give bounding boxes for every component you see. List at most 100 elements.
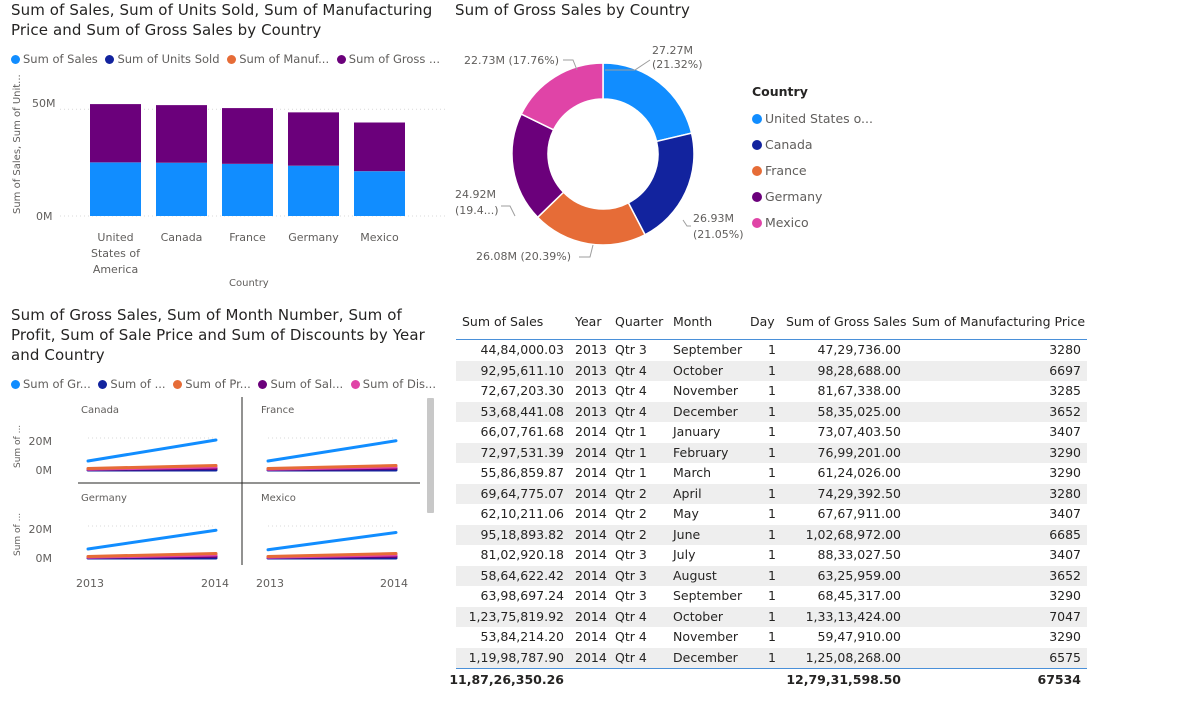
table-cell: 1,33,13,424.00 (805, 608, 901, 624)
column-header[interactable]: Month (673, 314, 713, 329)
y-tick-label: 0M (36, 552, 53, 565)
table-cell: 74,29,392.50 (817, 485, 902, 501)
table-row[interactable]: 95,18,893.82 2014 Qtr 2 June 1 1,02,68,972.00… (456, 524, 1087, 545)
series-line[interactable] (86, 464, 218, 470)
table-cell: Qtr 2 (615, 526, 647, 542)
column-header[interactable]: Sum of Gross Sales (786, 314, 907, 329)
donut-slice[interactable] (602, 62, 693, 143)
legend-item[interactable]: Sum of Manuf... (227, 52, 329, 66)
bar-segment[interactable] (90, 162, 141, 216)
table-cell: 2013 (575, 403, 607, 419)
x-tick-label: 2013 (76, 577, 104, 590)
table-cell: 3290 (1049, 588, 1081, 603)
donut-data-label: (19.4...) (455, 204, 499, 217)
table-cell: 95,18,893.82 (480, 526, 565, 542)
bar-segment[interactable] (156, 105, 207, 163)
series-line[interactable] (86, 438, 218, 463)
panel-title: Canada (81, 405, 119, 416)
table-row[interactable]: 81,02,920.18 2014 Qtr 3 July 1 88,33,027.50 34… (456, 545, 1087, 566)
y-tick-label: 20M (29, 523, 53, 536)
bar-segment[interactable] (156, 162, 207, 216)
donut-slice[interactable] (520, 62, 604, 131)
table-cell: 3407 (1049, 424, 1081, 439)
y-tick-label: 0M (36, 210, 53, 223)
table-row[interactable]: 72,67,203.30 2013 Qtr 4 November 1 81,67,338.… (456, 381, 1087, 402)
table-cell: 2013 (575, 362, 607, 378)
legend-item[interactable]: Sum of Dis... (350, 377, 436, 391)
table-cell: 6697 (1049, 362, 1081, 378)
table-cell: 63,98,697.24 (480, 588, 565, 603)
series-line[interactable] (266, 464, 398, 470)
table-row[interactable]: 55,86,859.87 2014 Qtr 1 March 1 61,24,026.00 3… (456, 463, 1087, 484)
table-cell: 2014 (575, 424, 607, 439)
legend-item[interactable]: France (752, 158, 873, 184)
table-cell: 88,33,027.50 (817, 547, 902, 562)
table-cell: November (673, 629, 739, 644)
legend-dot-icon (752, 114, 762, 124)
series-line[interactable] (266, 439, 398, 463)
legend-item[interactable]: Sum of Sal... (258, 377, 343, 391)
series-line[interactable] (266, 531, 398, 552)
series-line[interactable] (86, 552, 218, 558)
series-line[interactable] (266, 552, 398, 558)
bar-segment[interactable] (90, 104, 141, 163)
table-cell: 2014 (575, 629, 607, 644)
legend-dot-icon (752, 140, 762, 150)
table-row[interactable]: 66,07,761.68 2014 Qtr 1 January 1 73,07,403.5… (456, 422, 1087, 443)
bar-segment[interactable] (222, 108, 273, 164)
table-row[interactable]: 1,19,98,787.90 2014 Qtr 4 December 1 1,25,08,… (456, 647, 1087, 668)
table-row[interactable]: 53,68,441.08 2013 Qtr 4 December 1 58,35,025.… (456, 401, 1087, 422)
legend-item[interactable]: United States o... (752, 106, 873, 132)
table-row[interactable]: 1,23,75,819.92 2014 Qtr 4 October 1 1,33,13,4… (456, 606, 1087, 627)
bar-segment[interactable] (354, 171, 405, 216)
table-row[interactable]: 63,98,697.24 2014 Qtr 3 September 1 68,45,317… (456, 586, 1087, 607)
table-cell: 2014 (575, 547, 607, 562)
table-header: Sum of Sales Year Quarter Month Day Sum … (456, 310, 1087, 340)
donut-data-label: 26.08M (20.39%) (476, 250, 571, 263)
table-cell: 76,99,201.00 (817, 444, 902, 460)
table-cell: October (673, 608, 724, 624)
table-cell: 2014 (575, 465, 607, 480)
table-cell: Qtr 1 (615, 424, 647, 439)
table-row[interactable]: 72,97,531.39 2014 Qtr 1 February 1 76,99,201.… (456, 442, 1087, 463)
table-row[interactable]: 44,84,000.03 2013 Qtr 3 September 1 47,29,736… (456, 340, 1087, 361)
table-cell: 81,02,920.18 (480, 547, 565, 562)
legend-item[interactable]: Sum of Pr... (173, 377, 251, 391)
vertical-scrollbar[interactable] (427, 398, 434, 513)
table-cell: 58,35,025.00 (817, 403, 902, 419)
bar-segment[interactable] (222, 163, 273, 216)
bar-segment[interactable] (288, 112, 339, 166)
series-line[interactable] (86, 528, 218, 551)
table-row[interactable]: 53,84,214.20 2014 Qtr 4 November 1 59,47,910.… (456, 627, 1087, 648)
legend-item[interactable]: Sum of Sales (11, 52, 98, 66)
total-manufacturing-price: 67534 (1037, 672, 1082, 687)
table-cell: February (673, 444, 729, 460)
table-row[interactable]: 62,10,211.06 2014 Qtr 2 May 1 67,67,911.00 340… (456, 504, 1087, 525)
bar-segment[interactable] (354, 122, 405, 172)
column-header[interactable]: Quarter (615, 314, 664, 329)
donut-data-label: 22.73M (17.76%) (464, 54, 559, 67)
x-tick-label: Canada (160, 231, 203, 244)
table-row[interactable]: 58,64,622.42 2014 Qtr 3 August 1 63,25,959.00… (456, 565, 1087, 586)
column-header[interactable]: Sum of Sales (462, 314, 544, 329)
legend-item[interactable]: Sum of Units Sold (105, 52, 220, 66)
table-row[interactable]: 69,64,775.07 2014 Qtr 2 April 1 74,29,392.50 3… (456, 483, 1087, 504)
column-header[interactable]: Sum of Manufacturing Price (912, 314, 1086, 329)
table-row[interactable]: 92,95,611.10 2013 Qtr 4 October 1 98,28,688.0… (456, 360, 1087, 381)
donut-legend: United States o... Canada France Germany… (752, 106, 873, 236)
legend-item[interactable]: Canada (752, 132, 873, 158)
table-cell: March (673, 465, 712, 480)
column-header[interactable]: Day (750, 314, 775, 329)
legend-item[interactable]: Germany (752, 184, 873, 210)
column-header[interactable]: Year (575, 314, 602, 329)
legend-item[interactable]: Sum of ... (98, 377, 166, 391)
donut-slice[interactable] (627, 132, 695, 236)
legend-item[interactable]: Mexico (752, 210, 873, 236)
data-table[interactable]: Sum of Sales Year Quarter Month Day Sum … (449, 310, 1087, 691)
legend-item[interactable]: Sum of Gr... (11, 377, 91, 391)
donut-chart-title: Sum of Gross Sales by Country (455, 1, 691, 19)
table-cell: 72,67,203.30 (480, 383, 565, 398)
bar-segment[interactable] (288, 165, 339, 216)
legend-item[interactable]: Sum of Gross ... (336, 52, 440, 66)
table-cell: September (673, 342, 743, 357)
